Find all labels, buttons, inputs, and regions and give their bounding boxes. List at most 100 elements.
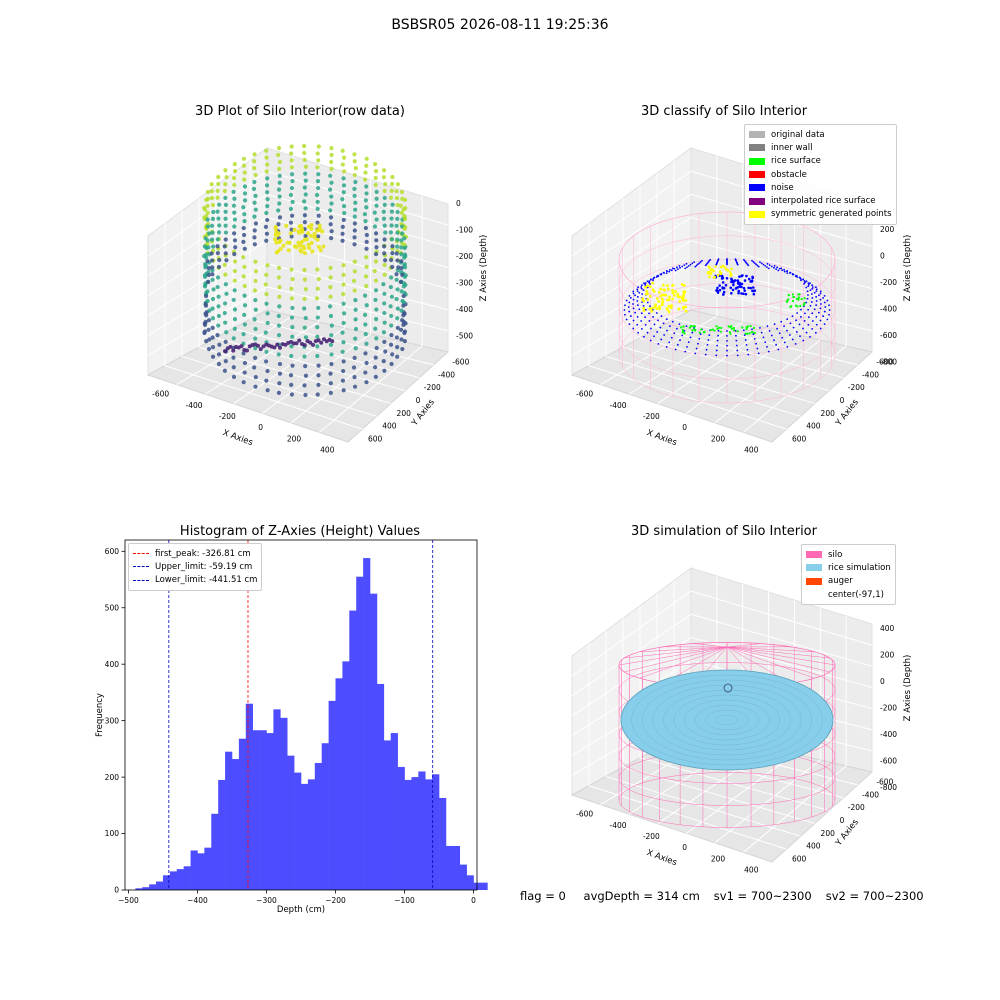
z-tick-label: 200 bbox=[880, 225, 895, 234]
gridline bbox=[657, 327, 769, 405]
data-point bbox=[222, 262, 227, 268]
silo-roof-line bbox=[624, 646, 728, 659]
data-point bbox=[364, 184, 369, 189]
legend-label: Lower_limit: -441.51 cm bbox=[155, 575, 258, 586]
data-point bbox=[636, 323, 639, 326]
data-point bbox=[389, 361, 394, 367]
data-point bbox=[674, 348, 677, 351]
data-point bbox=[382, 237, 387, 242]
gridline bbox=[690, 240, 873, 290]
z-tick-label: -400 bbox=[880, 305, 897, 314]
data-point bbox=[315, 334, 320, 339]
data-point bbox=[698, 262, 701, 265]
data-point bbox=[732, 326, 735, 330]
data-point bbox=[362, 293, 368, 298]
data-point bbox=[340, 330, 345, 335]
data-point bbox=[800, 279, 802, 282]
data-point bbox=[352, 235, 357, 240]
data-point bbox=[708, 275, 711, 279]
data-point bbox=[340, 224, 345, 229]
data-point bbox=[328, 304, 333, 309]
y-tick-label: -600 bbox=[452, 357, 469, 366]
data-point bbox=[252, 152, 257, 157]
data-point bbox=[716, 286, 719, 290]
data-point bbox=[655, 307, 659, 311]
data-point bbox=[206, 318, 212, 323]
histogram-bar bbox=[307, 779, 316, 890]
data-point bbox=[264, 272, 269, 277]
data-point bbox=[206, 279, 211, 285]
data-point bbox=[642, 309, 646, 313]
data-point bbox=[706, 343, 709, 346]
data-point bbox=[302, 383, 307, 388]
histogram-bar bbox=[459, 864, 467, 890]
data-point bbox=[288, 231, 293, 236]
data-point bbox=[796, 305, 799, 308]
gridline bbox=[628, 321, 743, 395]
data-point bbox=[277, 173, 282, 178]
data-point bbox=[389, 275, 394, 280]
rice-mesh-line bbox=[716, 714, 738, 726]
data-point bbox=[352, 355, 357, 360]
data-point bbox=[746, 332, 749, 335]
data-point bbox=[328, 294, 333, 299]
data-point bbox=[736, 263, 739, 266]
data-point bbox=[743, 279, 747, 282]
data-point bbox=[327, 187, 333, 192]
silo-roof-line bbox=[693, 643, 728, 648]
data-point bbox=[263, 330, 268, 335]
data-point bbox=[316, 363, 321, 368]
data-point bbox=[216, 181, 221, 187]
data-point bbox=[374, 345, 379, 351]
data-point bbox=[661, 301, 664, 304]
data-point bbox=[794, 342, 797, 345]
data-point bbox=[210, 258, 215, 263]
z-tick-label: -300 bbox=[456, 279, 473, 288]
data-point bbox=[767, 350, 770, 353]
data-point bbox=[216, 174, 221, 180]
data-point bbox=[750, 331, 753, 334]
data-point bbox=[276, 265, 282, 270]
data-point bbox=[390, 174, 395, 180]
data-point bbox=[649, 278, 652, 281]
y-axis-label: Y Axies bbox=[833, 397, 861, 429]
data-point bbox=[791, 293, 794, 296]
data-point bbox=[807, 323, 810, 326]
data-point bbox=[673, 332, 676, 335]
x-axis-label: Depth (cm) bbox=[277, 905, 325, 915]
gridline bbox=[571, 286, 692, 356]
data-point bbox=[687, 264, 690, 267]
data-point bbox=[795, 319, 797, 322]
data-point bbox=[223, 282, 229, 287]
data-point bbox=[382, 320, 387, 325]
data-point bbox=[803, 282, 805, 285]
data-point bbox=[241, 163, 247, 168]
legend-entry: center(-97,1) bbox=[806, 588, 891, 601]
data-point bbox=[210, 296, 216, 302]
data-point bbox=[352, 374, 357, 380]
data-point bbox=[636, 300, 639, 302]
data-point bbox=[204, 255, 209, 260]
histogram-bar bbox=[218, 779, 226, 890]
data-point bbox=[795, 331, 798, 333]
data-point bbox=[402, 197, 408, 203]
histogram-bar bbox=[445, 845, 454, 890]
data-point bbox=[289, 267, 294, 272]
data-point bbox=[204, 313, 209, 318]
data-point bbox=[284, 223, 289, 228]
data-point bbox=[742, 329, 745, 332]
data-point bbox=[253, 355, 258, 360]
data-point bbox=[241, 156, 247, 161]
data-point bbox=[736, 330, 739, 333]
data-point bbox=[744, 292, 748, 296]
data-point bbox=[211, 287, 216, 292]
data-point bbox=[632, 290, 635, 293]
data-point bbox=[662, 293, 666, 297]
data-point bbox=[394, 189, 399, 194]
data-point bbox=[659, 294, 663, 298]
data-point bbox=[299, 239, 304, 244]
data-point bbox=[649, 305, 651, 308]
data-point bbox=[646, 297, 650, 301]
data-point bbox=[648, 281, 650, 284]
data-point bbox=[205, 189, 211, 195]
